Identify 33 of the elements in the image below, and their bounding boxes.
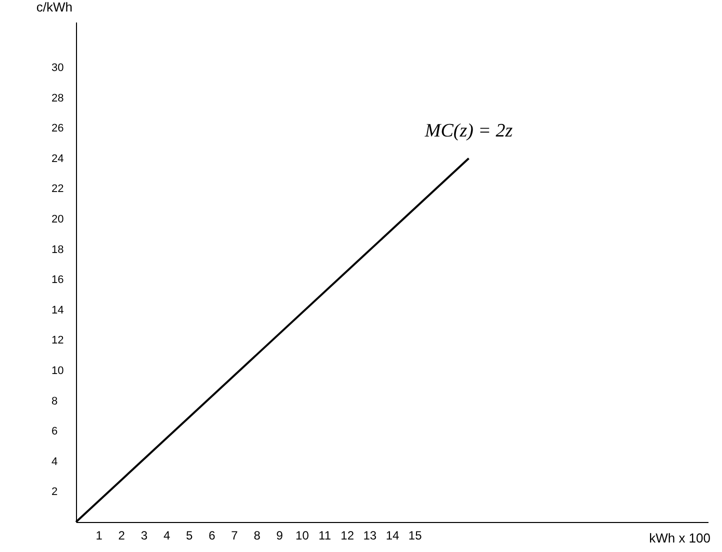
x-tick-label: 6 bbox=[208, 528, 216, 542]
x-tick-label: 1 bbox=[96, 528, 103, 542]
x-tick-label: 14 bbox=[386, 528, 400, 542]
x-tick-label: 12 bbox=[340, 528, 354, 542]
y-axis-title: c/kWh bbox=[36, 0, 72, 14]
y-tick-label: 24 bbox=[52, 152, 64, 165]
x-tick-label: 4 bbox=[163, 528, 170, 542]
y-tick-label: 18 bbox=[52, 244, 64, 256]
annotation: MC(z) = 2z bbox=[424, 120, 514, 142]
x-tick-label: 3 bbox=[140, 528, 148, 542]
x-tick-label: 10 bbox=[296, 528, 310, 542]
y-tick-label: 22 bbox=[52, 183, 64, 196]
x-axis-title: kWh x 100 bbox=[649, 530, 710, 546]
x-tick-label: 5 bbox=[186, 528, 194, 542]
y-tick-label: 26 bbox=[52, 122, 64, 135]
y-tick-label: 14 bbox=[52, 304, 64, 316]
y-tick-label: 2 bbox=[52, 486, 58, 498]
y-tick-label: 6 bbox=[52, 426, 58, 438]
x-tick-label: 13 bbox=[363, 528, 377, 542]
y-tick-label: 12 bbox=[52, 334, 64, 347]
x-tick-label: 15 bbox=[408, 528, 422, 542]
y-tick-label: 28 bbox=[52, 92, 64, 104]
x-tick-label: 8 bbox=[254, 528, 261, 542]
x-tick-label: 7 bbox=[231, 528, 238, 542]
y-tick-label: 10 bbox=[52, 364, 64, 377]
y-tick-label: 20 bbox=[52, 213, 64, 226]
y-tick-label: 4 bbox=[52, 456, 58, 468]
y-tick-label: 8 bbox=[52, 395, 58, 408]
x-tick-label: 9 bbox=[276, 528, 284, 542]
x-tick-label: 2 bbox=[118, 528, 126, 542]
y-tick-label: 16 bbox=[52, 274, 64, 286]
x-tick-label: 11 bbox=[318, 528, 332, 542]
y-tick-label: 30 bbox=[52, 62, 64, 74]
